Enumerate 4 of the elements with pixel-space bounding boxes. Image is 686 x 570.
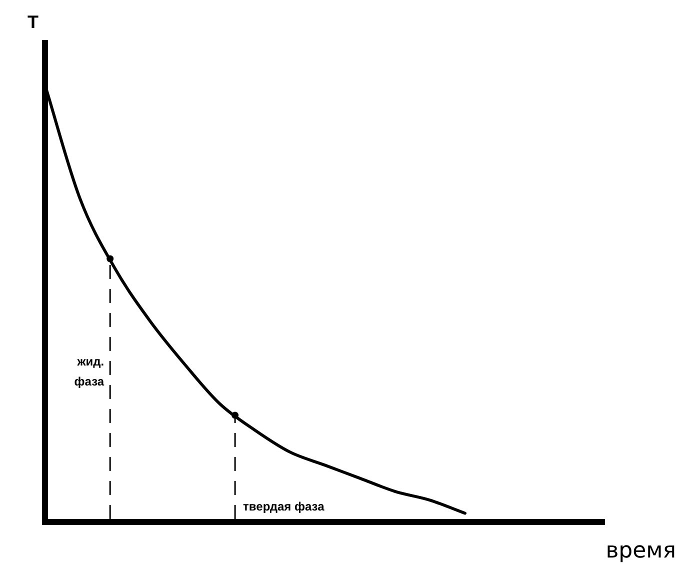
annotation: жид. фаза [74, 354, 104, 388]
annotation: твердая фаза [243, 499, 325, 514]
y-axis-title: T [28, 12, 38, 32]
x-axis-title: время [606, 538, 676, 564]
